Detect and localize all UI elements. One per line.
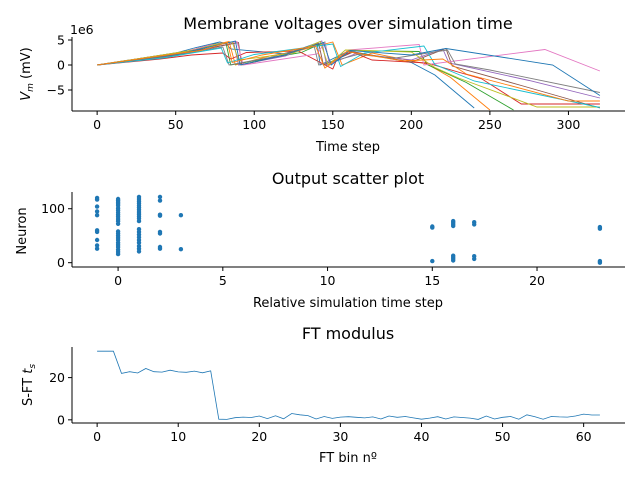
scatter-y-axis-label: Neuron: [15, 207, 30, 254]
scatter-point: [451, 258, 456, 263]
ft-x-tick-label: 30: [332, 429, 348, 444]
voltage-series-line: [97, 50, 600, 105]
ft-x-tick-label: 60: [576, 429, 592, 444]
ft-y-ticks: 0 20: [49, 370, 72, 427]
scatter-point: [157, 198, 163, 203]
ft-title: FT modulus: [302, 324, 394, 343]
scatter-point: [94, 243, 100, 248]
scatter-point: [136, 249, 142, 254]
voltage-series-group: [97, 40, 601, 111]
scatter-title: Output scatter plot: [272, 169, 424, 188]
scatter-x-tick-label: 15: [424, 273, 440, 288]
scatter-point: [597, 226, 603, 231]
scatter-point: [157, 231, 163, 236]
ft-x-tick-label: 20: [251, 429, 267, 444]
voltage-y-tick-label: −5: [47, 83, 65, 98]
voltage-x-tick-label: 150: [321, 117, 345, 132]
voltage-series-line: [97, 44, 600, 93]
voltage-series-line: [97, 40, 601, 96]
scatter-point: [94, 209, 100, 214]
scatter-point: [451, 223, 456, 229]
scatter-x-axis-label: Relative simulation time step: [253, 296, 443, 311]
voltage-y-axis-label: Vm (mV): [19, 47, 36, 101]
scatter-point: [115, 251, 121, 257]
scatter-point: [472, 222, 477, 227]
scatter-point: [94, 237, 100, 243]
voltage-x-tick-label: 250: [478, 117, 502, 132]
voltage-title: Membrane voltages over simulation time: [183, 14, 512, 33]
voltage-y-ticks: −5 0 5: [47, 33, 72, 98]
ft-x-axis-label: FT bin nº: [319, 451, 377, 466]
scatter-x-tick-label: 10: [320, 273, 336, 288]
scatter-point: [157, 194, 163, 200]
voltage-x-ticks: 0 50 100 150 200 250 300: [93, 111, 580, 132]
ft-x-ticks: 0 10 20 30 40 50 60: [93, 423, 592, 444]
scatter-point: [430, 258, 435, 264]
ft-y-tick-label: 0: [57, 412, 65, 427]
scatter-point: [136, 218, 142, 224]
scatter-point: [94, 197, 100, 202]
ft-x-tick-label: 0: [93, 429, 101, 444]
voltage-offset-text: 1e6: [70, 22, 94, 37]
scatter-x-tick-label: 0: [114, 273, 122, 288]
voltage-panel: Membrane voltages over simulation time 1…: [19, 14, 625, 155]
scatter-point: [157, 213, 163, 218]
scatter-x-tick-label: 20: [529, 273, 545, 288]
voltage-series-line: [97, 40, 600, 108]
voltage-x-tick-label: 100: [242, 117, 266, 132]
scatter-point: [472, 256, 477, 262]
voltage-x-axis-label: Time step: [315, 140, 380, 155]
scatter-point: [115, 221, 121, 226]
scatter-point: [430, 225, 435, 230]
scatter-y-ticks: 0 100: [41, 201, 72, 270]
scatter-point: [157, 246, 163, 251]
ft-x-tick-label: 40: [414, 429, 430, 444]
ft-y-tick-label: 20: [49, 370, 65, 385]
voltage-y-tick-label: 5: [57, 33, 65, 48]
voltage-series-line: [97, 41, 600, 102]
scatter-y-tick-label: 0: [57, 255, 65, 270]
scatter-point: [94, 229, 100, 235]
ft-x-tick-label: 50: [495, 429, 511, 444]
voltage-y-tick-label: 0: [57, 58, 65, 73]
ft-x-tick-label: 10: [170, 429, 186, 444]
scatter-point: [94, 246, 100, 251]
scatter-y-tick-label: 100: [41, 201, 65, 216]
voltage-x-tick-label: 50: [168, 117, 184, 132]
ft-series-line: [97, 350, 600, 420]
ft-panel: FT modulus 0 10 20 30 40 50 60 0 20 FT bin nº S…: [21, 324, 625, 466]
scatter-point: [178, 213, 184, 218]
ft-series-group: [97, 350, 600, 420]
scatter-x-tick-label: 5: [219, 273, 227, 288]
scatter-panel: Output scatter plot 0 5 10 15 20 0 100 Relati…: [15, 169, 625, 311]
scatter-point-group: [94, 194, 603, 265]
voltage-series-line: [97, 41, 601, 72]
voltage-series-line: [97, 43, 600, 108]
scatter-point: [94, 213, 100, 218]
voltage-x-tick-label: 0: [93, 117, 101, 132]
voltage-x-tick-label: 200: [399, 117, 423, 132]
voltage-x-tick-label: 300: [557, 117, 581, 132]
scatter-point: [136, 240, 142, 245]
scatter-point: [94, 204, 100, 209]
scatter-point: [597, 260, 603, 265]
scatter-point: [178, 247, 184, 252]
ft-y-axis-label: S-FT ts: [21, 364, 38, 406]
scatter-x-ticks: 0 5 10 15 20: [114, 267, 545, 288]
